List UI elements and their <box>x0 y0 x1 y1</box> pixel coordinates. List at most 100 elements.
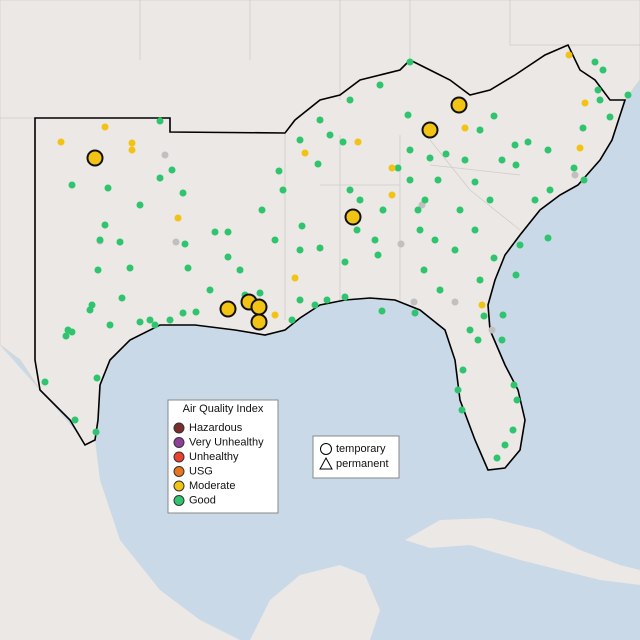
monitor-good <box>116 238 124 246</box>
monitor-good <box>224 253 232 261</box>
monitor-moderate <box>128 146 136 154</box>
temporary-monitor-moderate <box>250 298 268 316</box>
monitor-good <box>341 293 349 301</box>
monitor-good <box>258 206 266 214</box>
monitor-good <box>94 266 102 274</box>
monitor-good <box>68 328 76 336</box>
monitor-good <box>512 161 520 169</box>
monitor-moderate <box>301 149 309 157</box>
monitor-good <box>493 454 501 462</box>
monitor-moderate <box>461 124 469 132</box>
monitor-good <box>416 226 424 234</box>
monitor-good <box>596 96 604 104</box>
monitor-good <box>288 316 296 324</box>
state-borders <box>0 0 640 320</box>
monitor-good <box>490 112 498 120</box>
monitor-good <box>516 241 524 249</box>
legend-label: Moderate <box>189 480 235 492</box>
monitor-good <box>509 426 517 434</box>
monitor-good <box>513 396 521 404</box>
monitor-good <box>546 186 554 194</box>
monitor-good <box>62 332 70 340</box>
monitor-good <box>126 264 134 272</box>
monitor-good <box>314 160 322 168</box>
shape-legend-box <box>312 435 400 479</box>
monitor-good <box>511 141 519 149</box>
monitor-good <box>414 206 422 214</box>
legend-title: Air Quality Index <box>183 403 264 415</box>
monitor-good <box>406 176 414 184</box>
temporary-monitor-moderate <box>450 96 468 114</box>
legend-swatch <box>173 466 185 477</box>
monitor-good <box>356 196 364 204</box>
land-cuba <box>405 518 640 585</box>
monitor-good <box>501 441 509 449</box>
monitor-good <box>434 176 442 184</box>
temporary-monitor-moderate <box>421 121 439 139</box>
monitor-moderate <box>581 99 589 107</box>
monitor-good <box>461 156 469 164</box>
monitor-good <box>316 244 324 252</box>
monitor-good <box>256 289 264 297</box>
monitor-no-data <box>161 151 169 159</box>
monitor-no-data <box>397 240 405 248</box>
monitor-good <box>104 184 112 192</box>
legend-label: Very Unhealthy <box>189 436 264 448</box>
monitor-good <box>476 126 484 134</box>
monitor-good <box>101 221 109 229</box>
monitor-moderate <box>388 164 396 172</box>
legend-swatch <box>173 437 185 448</box>
monitor-good <box>296 246 304 254</box>
legend-label: Good <box>189 494 216 506</box>
monitor-good <box>498 156 506 164</box>
monitor-good <box>341 258 349 266</box>
monitor-good <box>510 381 518 389</box>
monitor-good <box>411 309 419 317</box>
monitor-good <box>379 206 387 214</box>
monitor-good <box>466 326 474 334</box>
monitor-good <box>68 181 76 189</box>
monitor-good <box>420 266 428 274</box>
monitor-moderate <box>128 139 136 147</box>
monitor-good <box>346 96 354 104</box>
temporary-symbol <box>320 443 332 455</box>
monitor-good <box>179 189 187 197</box>
monitors <box>41 51 632 462</box>
monitor-good <box>156 117 164 125</box>
land-mexico <box>0 345 240 640</box>
monitor-good <box>316 116 324 124</box>
monitor-good <box>524 138 532 146</box>
monitor-good <box>570 164 578 172</box>
legend-label: Hazardous <box>189 422 243 434</box>
legend-items: Hazardous Very Unhealthy Unhealthy USG Moder… <box>173 422 264 506</box>
monitor-moderate <box>478 301 486 309</box>
monitor-good <box>486 196 494 204</box>
monitor-good <box>454 386 462 394</box>
monitor-good <box>184 264 192 272</box>
temporary-monitor-moderate <box>344 208 362 226</box>
monitor-good <box>490 254 498 262</box>
monitor-good <box>371 236 379 244</box>
monitor-good <box>599 66 607 74</box>
legend-swatch <box>173 495 185 506</box>
monitor-good <box>456 206 464 214</box>
monitor-good <box>624 91 632 99</box>
monitor-good <box>71 416 79 424</box>
monitor-good <box>474 336 482 344</box>
legend-swatch <box>173 451 185 463</box>
monitor-good <box>151 321 159 329</box>
monitor-good <box>376 81 384 89</box>
monitor-good <box>146 316 154 324</box>
legend-label: USG <box>189 465 213 477</box>
monitor-good <box>118 294 126 302</box>
monitor-good <box>594 86 602 94</box>
monitor-moderate <box>101 123 109 131</box>
monitor-good <box>166 316 174 324</box>
monitor-good <box>531 196 539 204</box>
monitor-good <box>406 58 414 66</box>
monitor-good <box>471 226 479 234</box>
monitor-good <box>512 271 520 279</box>
monitor-good <box>206 286 214 294</box>
monitor-good <box>298 222 306 230</box>
